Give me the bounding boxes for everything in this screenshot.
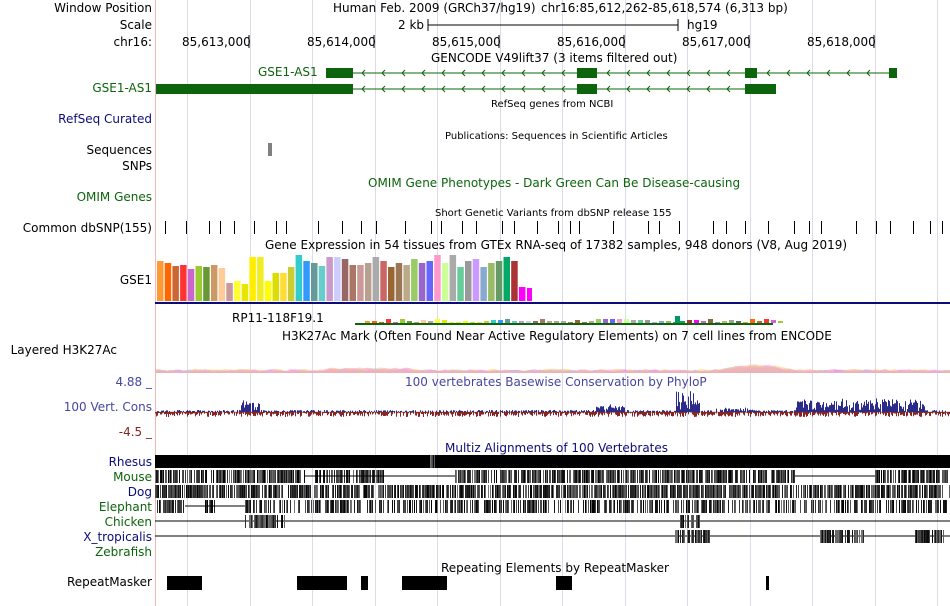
publication-sequence-mark[interactable] <box>268 143 274 157</box>
species-label-mouse[interactable]: Mouse <box>113 470 152 484</box>
species-label-elephant[interactable]: Elephant <box>98 500 152 514</box>
track-label-snps[interactable]: SNPs <box>122 159 152 173</box>
refseq-track-title: RefSeq genes from NCBI <box>491 99 614 110</box>
track-label-gse1[interactable]: GSE1 <box>119 273 152 287</box>
ruler-tick-label: 85,618,000 <box>807 35 876 49</box>
scale-size: 2 kb <box>398 18 425 32</box>
gtex-item-label[interactable]: RP11-118F19.1 <box>232 311 324 325</box>
track-label-layered-h3k27ac[interactable]: Layered H3K27Ac <box>10 343 117 357</box>
species-label-rhesus[interactable]: Rhesus <box>108 455 152 469</box>
track-label-repeatmasker[interactable]: RepeatMasker <box>66 575 152 589</box>
species-label-x-tropicalis[interactable]: X_tropicalis <box>83 530 152 544</box>
ruler-ticks <box>248 35 875 48</box>
repeatmasker-blocks[interactable] <box>155 574 950 594</box>
multiz-track-title: Multiz Alignments of 100 Vertebrates <box>445 441 669 455</box>
cons-min-label: -4.5 _ <box>118 425 152 439</box>
position-readout: chr16:85,612,262-85,618,574 (6,313 bp) <box>541 1 788 15</box>
species-label-dog[interactable]: Dog <box>127 485 152 499</box>
track-label-refseq-curated[interactable]: RefSeq Curated <box>58 112 152 126</box>
ruler-tick-label: 85,613,000 <box>182 35 251 49</box>
gencode-track-title: GENCODE V49lift37 (3 items filtered out) <box>431 51 678 65</box>
ruler-tick-label: 85,616,000 <box>557 35 626 49</box>
assembly-title: Human Feb. 2009 (GRCh37/hg19) <box>333 1 536 15</box>
track-label-gse1-as1[interactable]: GSE1-AS1 <box>92 81 152 95</box>
species-label-chicken[interactable]: Chicken <box>104 515 152 529</box>
snp-ticks[interactable] <box>155 220 950 236</box>
h3k27ac-signal[interactable] <box>155 356 950 374</box>
gtex-expression-bars[interactable] <box>155 252 950 327</box>
cons-max-label: 4.88 _ <box>115 375 152 389</box>
track-label-sequences[interactable]: Sequences <box>86 143 152 157</box>
publications-track-title: Publications: Sequences in Scientific Ar… <box>445 131 668 142</box>
phylop-track-title: 100 vertebrates Basewise Conservation by… <box>405 375 707 389</box>
gene-models[interactable] <box>155 64 950 98</box>
label-window-position: Window Position <box>54 1 152 15</box>
ruler-tick-label: 85,617,000 <box>682 35 751 49</box>
rmsk-track-title: Repeating Elements by RepeatMasker <box>441 561 669 575</box>
gencode-item-label[interactable]: GSE1-AS1 <box>258 65 318 79</box>
track-label-omim-genes[interactable]: OMIM Genes <box>76 190 152 204</box>
gtex-track-title: Gene Expression in 54 tissues from GTEx … <box>265 238 848 252</box>
scale-bar <box>427 19 679 31</box>
scale-db: hg19 <box>687 18 718 32</box>
track-label-common-dbsnp[interactable]: Common dbSNP(155) <box>22 221 152 235</box>
label-scale: Scale <box>119 18 152 32</box>
ruler-tick-label: 85,615,000 <box>432 35 501 49</box>
omim-track-title: OMIM Gene Phenotypes - Dark Green Can Be… <box>368 176 741 190</box>
phylop-conservation[interactable] <box>155 382 950 438</box>
h3k27ac-track-title: H3K27Ac Mark (Often Found Near Active Re… <box>282 329 832 343</box>
label-chrom: chr16: <box>113 35 152 49</box>
multiz-alignments[interactable] <box>155 455 950 555</box>
track-label-vert-cons[interactable]: 100 Vert. Cons <box>63 400 152 414</box>
species-label-zebrafish[interactable]: Zebrafish <box>95 545 152 559</box>
snp-track-title: Short Genetic Variants from dbSNP releas… <box>435 208 672 219</box>
ruler-tick-label: 85,614,000 <box>307 35 376 49</box>
